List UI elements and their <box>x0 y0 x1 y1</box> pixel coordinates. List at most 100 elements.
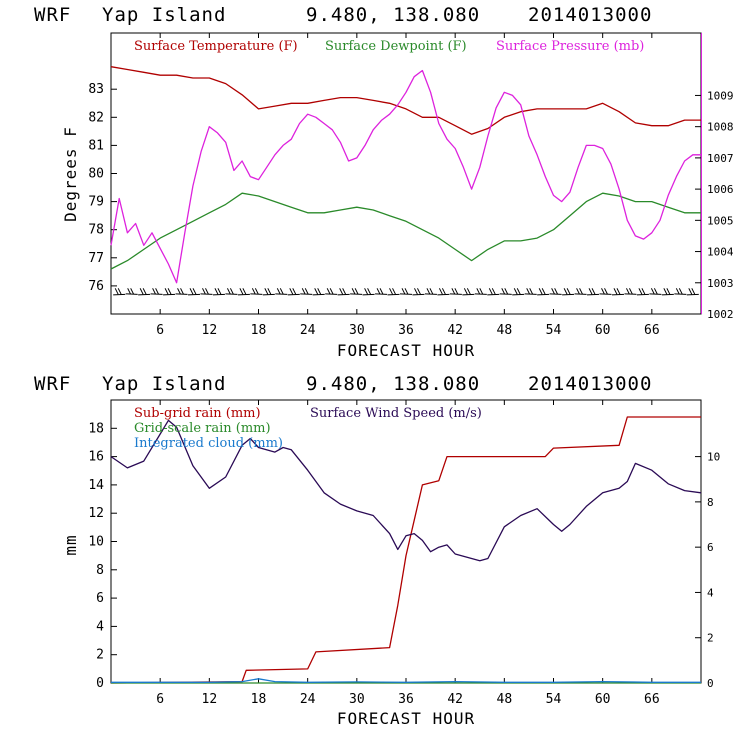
wind-barb <box>437 288 450 296</box>
panel-1-y2-axis: 1002 1003 1004 1005 1006 1007 1008 1009 <box>695 89 734 321</box>
x-tick-label: 48 <box>497 323 513 338</box>
y2-tick-label: 10 <box>707 451 720 464</box>
wind-barb <box>337 288 350 296</box>
y2-tick-label: 1003 <box>707 277 734 290</box>
wind-barb <box>325 288 338 295</box>
legend-surface-wind-speed: Surface Wind Speed (m/s) <box>310 406 482 421</box>
wind-barb <box>387 288 400 296</box>
wind-barb <box>449 288 462 295</box>
panel-1-legend: Surface Temperature (F) Surface Dewpoint… <box>134 39 644 54</box>
wind-barb <box>587 288 600 296</box>
panel-2-coords: 9.480, 138.080 <box>306 373 480 395</box>
wind-barb <box>200 288 213 295</box>
wind-barb <box>362 288 375 296</box>
wind-barb <box>262 288 275 296</box>
panel-1-station: Yap Island <box>102 4 226 26</box>
series-line-surface-pressure <box>110 69 701 284</box>
panel-1-xlabel: FORECAST HOUR <box>337 341 475 360</box>
panel-1-series <box>110 66 701 284</box>
wind-barb <box>512 288 525 296</box>
x-tick-label: 42 <box>447 692 463 707</box>
wind-barb <box>375 288 388 295</box>
wind-barb <box>412 288 425 296</box>
wind-barb <box>350 288 363 295</box>
y2-tick-label: 0 <box>707 677 714 690</box>
series-line-surface-wind-speed <box>110 419 702 562</box>
wind-barb <box>187 288 201 296</box>
x-tick-label: 60 <box>595 323 611 338</box>
wind-barb <box>474 288 487 295</box>
x-tick-label: 30 <box>349 323 365 338</box>
wind-barb <box>499 288 512 295</box>
panel-1-y-axis: 76 77 78 79 80 81 82 83 <box>88 82 117 294</box>
y-tick-label: 2 <box>96 648 104 663</box>
wind-barb <box>611 288 625 296</box>
wind-barb <box>462 288 475 296</box>
y2-tick-label: 1006 <box>707 183 734 196</box>
y-tick-label: 78 <box>88 223 104 238</box>
wind-barb <box>574 288 587 295</box>
wind-barb <box>524 288 537 295</box>
y-tick-label: 83 <box>88 82 104 97</box>
wind-barb <box>649 288 662 295</box>
panel-2-x-axis: 6 12 18 24 30 36 42 48 54 60 66 <box>156 400 660 707</box>
wind-barb <box>150 288 163 295</box>
y2-tick-label: 1005 <box>707 214 734 227</box>
y2-tick-label: 6 <box>707 541 714 554</box>
x-tick-label: 42 <box>447 323 463 338</box>
wind-barb <box>275 288 288 295</box>
y2-tick-label: 1004 <box>707 246 734 259</box>
wind-barb <box>599 288 612 295</box>
x-tick-label: 12 <box>202 323 218 338</box>
y-tick-label: 77 <box>88 251 104 266</box>
series-line-sub-grid-rain <box>110 416 701 684</box>
x-tick-label: 30 <box>349 692 365 707</box>
y-tick-label: 8 <box>96 563 104 578</box>
panel-2-date: 2014013000 <box>528 373 652 395</box>
y-tick-label: 76 <box>88 279 104 294</box>
panel-1-x-axis: 6 12 18 24 30 36 42 48 54 60 66 <box>156 33 660 338</box>
y2-tick-label: 1009 <box>707 89 734 102</box>
x-tick-label: 24 <box>300 692 316 707</box>
series-line-surface-temperature <box>110 66 701 135</box>
y-tick-label: 80 <box>88 167 104 182</box>
panel-1-ylabel: Degrees F <box>61 126 80 222</box>
wind-barb <box>287 288 300 296</box>
legend-integrated-cloud: Integrated cloud (mm) <box>134 436 283 451</box>
x-tick-label: 6 <box>156 323 164 338</box>
legend-sub-grid-rain: Sub-grid rain (mm) <box>134 406 261 421</box>
panel-1-wind-barbs <box>113 288 699 296</box>
wind-barb <box>138 288 151 296</box>
legend-surface-temperature: Surface Temperature (F) <box>134 39 298 54</box>
y2-tick-label: 1007 <box>707 152 734 165</box>
y-tick-label: 14 <box>88 478 104 493</box>
x-tick-label: 6 <box>156 692 164 707</box>
y-tick-label: 16 <box>88 450 104 465</box>
x-tick-label: 60 <box>595 692 611 707</box>
panel-1-model: WRF <box>34 4 71 26</box>
x-tick-label: 18 <box>251 323 267 338</box>
wind-barb <box>300 288 313 295</box>
x-tick-label: 54 <box>546 692 562 707</box>
wind-barb <box>399 288 413 295</box>
y-tick-label: 81 <box>88 138 104 153</box>
panel-1-date: 2014013000 <box>528 4 652 26</box>
y-tick-label: 0 <box>96 676 104 691</box>
wind-barb <box>674 288 687 295</box>
wind-barb <box>125 288 138 295</box>
y2-tick-label: 4 <box>707 586 714 599</box>
y2-tick-label: 1008 <box>707 121 734 134</box>
legend-surface-dewpoint: Surface Dewpoint (F) <box>325 39 467 54</box>
y-tick-label: 12 <box>88 506 104 521</box>
wind-barb <box>537 288 550 296</box>
wind-barb <box>225 288 238 295</box>
panel-2-y2-axis: 0 2 4 6 8 10 <box>695 451 720 690</box>
wind-barb <box>487 288 500 296</box>
x-tick-label: 66 <box>644 323 660 338</box>
y2-tick-label: 2 <box>707 632 714 645</box>
panel-1-coords: 9.480, 138.080 <box>306 4 480 26</box>
x-tick-label: 66 <box>644 692 660 707</box>
wind-barb <box>237 288 250 296</box>
y-tick-label: 18 <box>88 421 104 436</box>
